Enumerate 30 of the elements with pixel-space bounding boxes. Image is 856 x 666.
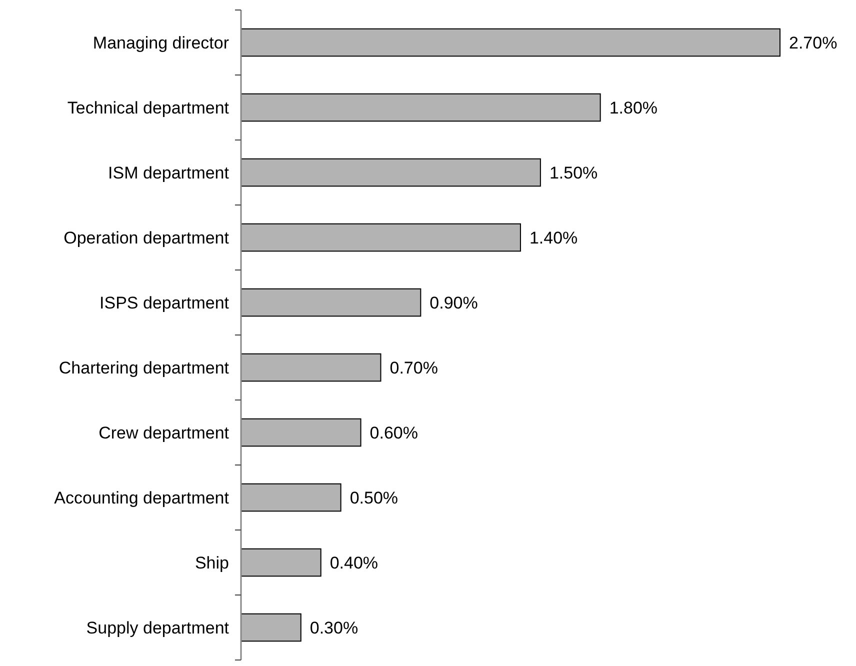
y-tick-label: Technical department bbox=[67, 98, 230, 118]
y-tick-label: ISPS department bbox=[100, 293, 230, 312]
bar bbox=[240, 223, 521, 252]
data-label: 0.30% bbox=[310, 618, 358, 638]
y-tick-label: Supply department bbox=[86, 618, 230, 638]
data-label: 2.70% bbox=[789, 33, 838, 52]
data-label: 0.50% bbox=[350, 488, 398, 508]
data-label: 0.90% bbox=[430, 293, 478, 312]
data-label: 1.80% bbox=[609, 98, 658, 118]
y-tick-label: ISM department bbox=[108, 163, 230, 182]
bar bbox=[240, 613, 302, 642]
data-label: 0.70% bbox=[390, 358, 438, 378]
bar bbox=[240, 158, 541, 187]
data-label: 0.40% bbox=[330, 553, 378, 572]
y-tick-label: Crew department bbox=[98, 423, 230, 442]
bar bbox=[240, 548, 322, 577]
data-label: 1.40% bbox=[529, 228, 578, 248]
y-tick-label: Managing director bbox=[92, 33, 230, 52]
y-tick-label: Operation department bbox=[64, 228, 230, 248]
y-tick-label: Accounting department bbox=[54, 488, 230, 508]
bar bbox=[240, 418, 362, 447]
y-tick-label: Ship bbox=[194, 553, 229, 572]
data-label: 1.50% bbox=[549, 163, 598, 182]
data-label: 0.60% bbox=[370, 423, 418, 442]
y-tick-label: Chartering department bbox=[58, 358, 230, 378]
bar bbox=[240, 483, 342, 512]
bar bbox=[240, 353, 382, 382]
bar bbox=[240, 93, 601, 122]
bar bbox=[240, 288, 422, 317]
bar bbox=[240, 28, 780, 57]
